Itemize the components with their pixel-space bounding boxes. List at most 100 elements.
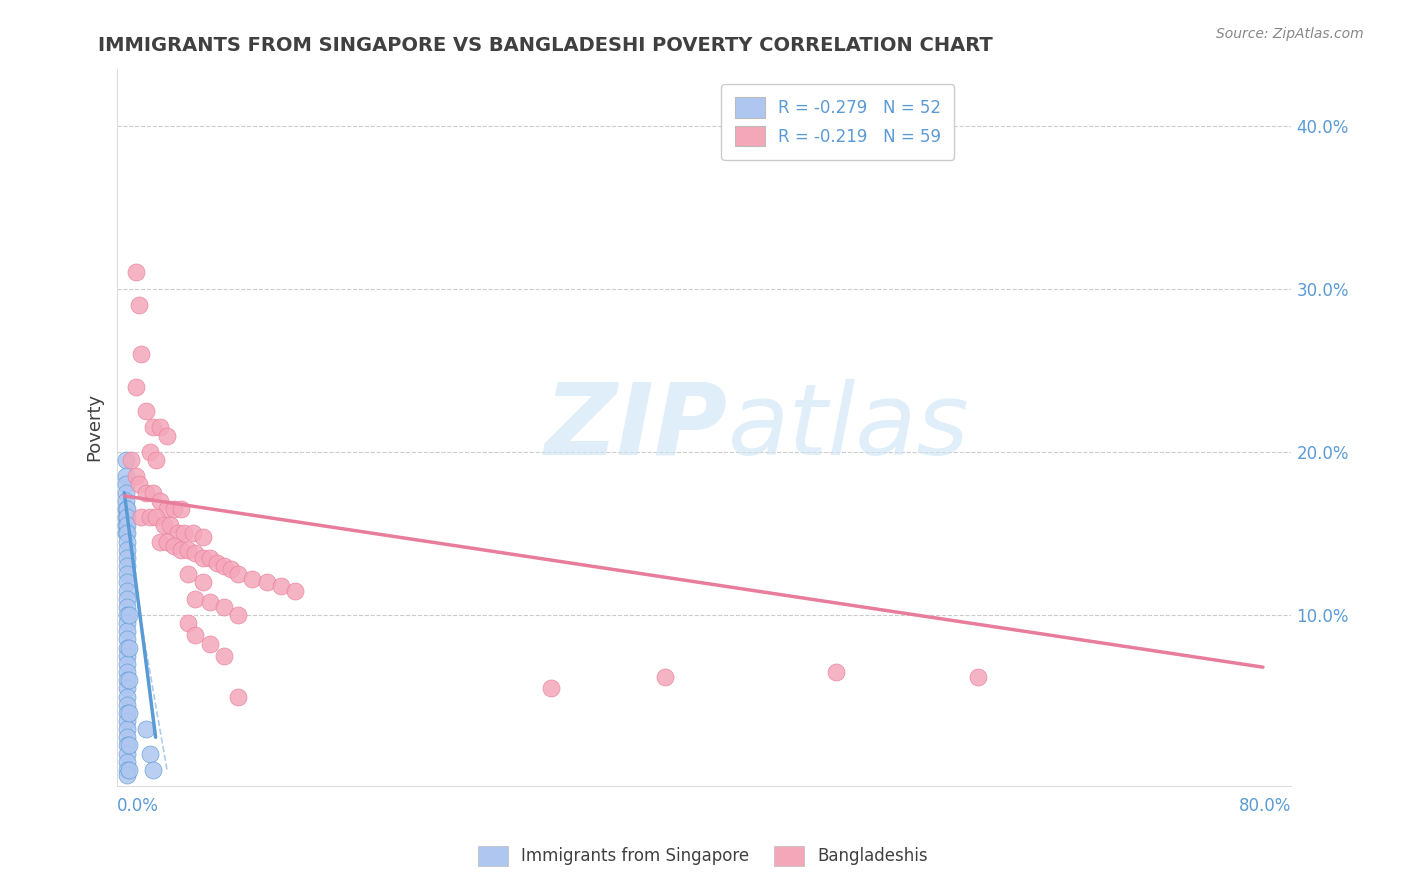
Point <box>115 665 138 679</box>
Point <box>163 540 186 554</box>
Point <box>139 510 162 524</box>
Point <box>181 526 204 541</box>
Point <box>115 542 138 557</box>
Point <box>128 477 150 491</box>
Point <box>142 763 165 777</box>
Point <box>115 616 138 631</box>
Point <box>115 673 138 688</box>
Point <box>191 575 214 590</box>
Point <box>156 534 179 549</box>
Point <box>139 747 162 761</box>
Point <box>115 747 138 761</box>
Point <box>139 445 162 459</box>
Point <box>159 518 181 533</box>
Point <box>242 572 264 586</box>
Point <box>115 526 138 541</box>
Point <box>117 640 139 655</box>
Point <box>149 493 172 508</box>
Point <box>156 428 179 442</box>
Point <box>115 632 138 647</box>
Text: 0.0%: 0.0% <box>117 797 159 815</box>
Point <box>115 731 138 745</box>
Text: 80.0%: 80.0% <box>1239 797 1292 815</box>
Point <box>125 265 148 279</box>
Point <box>198 595 221 609</box>
Point <box>115 706 138 720</box>
Point <box>184 591 207 606</box>
Point <box>125 379 148 393</box>
Point <box>115 575 138 590</box>
Point <box>115 607 138 622</box>
Text: IMMIGRANTS FROM SINGAPORE VS BANGLADESHI POVERTY CORRELATION CHART: IMMIGRANTS FROM SINGAPORE VS BANGLADESHI… <box>98 36 993 54</box>
Point <box>115 567 138 582</box>
Point <box>115 657 138 671</box>
Point <box>125 469 148 483</box>
Legend: R = -0.279   N = 52, R = -0.219   N = 59: R = -0.279 N = 52, R = -0.219 N = 59 <box>721 84 955 160</box>
Point <box>114 493 136 508</box>
Point <box>270 579 292 593</box>
Point <box>967 670 990 684</box>
Point <box>117 706 139 720</box>
Point <box>198 550 221 565</box>
Point <box>226 567 249 582</box>
Text: atlas: atlas <box>728 379 969 476</box>
Point <box>205 556 228 570</box>
Point <box>142 485 165 500</box>
Point <box>177 542 200 557</box>
Point <box>114 469 136 483</box>
Point <box>226 690 249 704</box>
Point <box>115 739 138 753</box>
Point <box>114 485 136 500</box>
Point <box>115 550 138 565</box>
Y-axis label: Poverty: Poverty <box>86 393 103 461</box>
Point <box>114 453 136 467</box>
Point <box>173 526 195 541</box>
Point <box>131 510 153 524</box>
Point <box>117 673 139 688</box>
Point <box>654 670 676 684</box>
Point <box>145 510 167 524</box>
Point <box>115 755 138 769</box>
Point <box>145 453 167 467</box>
Point <box>114 477 136 491</box>
Point <box>128 298 150 312</box>
Point <box>163 502 186 516</box>
Point <box>135 722 157 736</box>
Point <box>219 562 242 576</box>
Point <box>114 526 136 541</box>
Point <box>120 453 142 467</box>
Point <box>825 665 848 679</box>
Text: Source: ZipAtlas.com: Source: ZipAtlas.com <box>1216 27 1364 41</box>
Point <box>170 502 193 516</box>
Point <box>156 502 179 516</box>
Point <box>256 575 278 590</box>
Point <box>177 616 200 631</box>
Point <box>284 583 307 598</box>
Point <box>117 607 139 622</box>
Point <box>114 502 136 516</box>
Point <box>191 530 214 544</box>
Point <box>115 502 138 516</box>
Point <box>198 637 221 651</box>
Point <box>135 485 157 500</box>
Point <box>540 681 562 696</box>
Point <box>115 624 138 639</box>
Point <box>115 599 138 614</box>
Point <box>115 534 138 549</box>
Point <box>212 559 235 574</box>
Point <box>212 648 235 663</box>
Point <box>115 690 138 704</box>
Point <box>226 607 249 622</box>
Point <box>115 722 138 736</box>
Point <box>142 420 165 434</box>
Point <box>177 567 200 582</box>
Point <box>115 768 138 782</box>
Point <box>117 763 139 777</box>
Point <box>191 550 214 565</box>
Point <box>115 559 138 574</box>
Point <box>131 347 153 361</box>
Point <box>117 739 139 753</box>
Point <box>167 526 190 541</box>
Point <box>184 627 207 641</box>
Point <box>153 518 176 533</box>
